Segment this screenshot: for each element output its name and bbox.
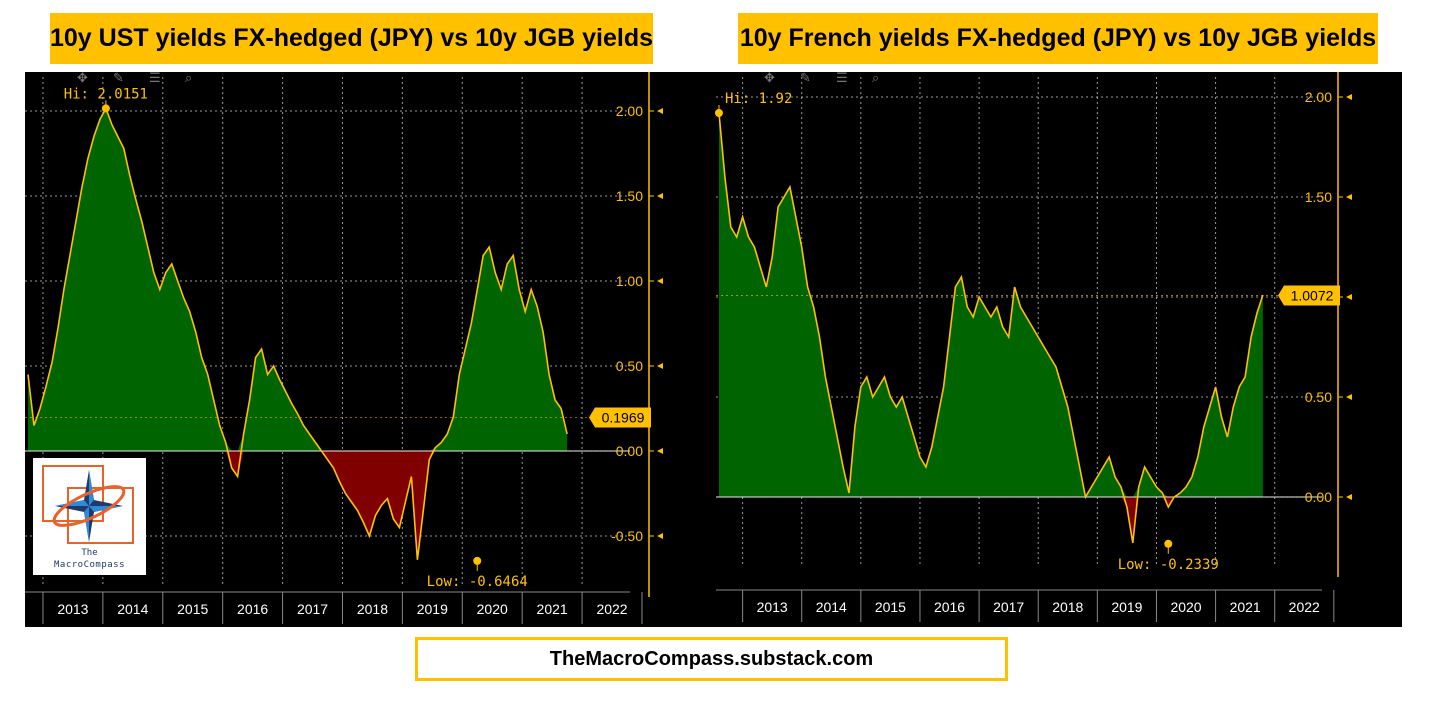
y-tick-label: 0.50 (1305, 389, 1332, 405)
crosshair-icon[interactable]: ✥ (764, 72, 775, 86)
y-tick-arrow (657, 363, 663, 369)
area-fill-negative (718, 497, 1263, 543)
y-tick-label: -0.50 (611, 528, 643, 544)
area-fill-positive (718, 113, 1263, 497)
macrocompass-logo: The MacroCompass (33, 458, 146, 575)
y-tick-arrow (657, 108, 663, 114)
chart-toolbar: ✥ ✎ ☰ ⌕ (77, 72, 192, 86)
y-tick-label: 1.50 (1305, 189, 1332, 205)
y-tick-arrow (1346, 394, 1352, 400)
logo-text-the: The (81, 548, 98, 558)
y-tick-arrow (1346, 294, 1352, 300)
x-tick-label: 2020 (477, 601, 508, 617)
x-tick-label: 2022 (596, 601, 627, 617)
list-icon[interactable]: ☰ (836, 72, 848, 86)
y-tick-label: 0.50 (616, 358, 643, 374)
logo-text-macrocompass: MacroCompass (53, 560, 126, 570)
zoom-icon[interactable]: ⌕ (185, 72, 192, 86)
draw-icon[interactable]: ✎ (800, 72, 811, 86)
low-label: Low: -0.2339 (1118, 557, 1219, 573)
draw-icon[interactable]: ✎ (113, 72, 124, 86)
y-tick-arrow (1346, 194, 1352, 200)
x-tick-label: 2014 (117, 601, 148, 617)
x-tick-label: 2015 (177, 601, 208, 617)
hi-marker (714, 109, 723, 117)
right-chart-svg: ✥✎☰⌕2.001.501.000.500.002013201420152016… (714, 72, 1352, 622)
area-fill-positive (27, 108, 568, 452)
x-tick-label: 2019 (1111, 599, 1142, 615)
zoom-icon[interactable]: ⌕ (872, 72, 879, 86)
footer-website[interactable]: TheMacroCompass.substack.com (415, 637, 1008, 681)
right-chart-panel: ✥✎☰⌕2.001.501.000.500.002013201420152016… (712, 72, 1402, 627)
y-tick-arrow (1346, 94, 1352, 100)
y-tick-arrow (657, 193, 663, 199)
x-tick-label: 2013 (757, 599, 788, 615)
x-tick-label: 2013 (57, 601, 88, 617)
x-tick-label: 2018 (357, 601, 388, 617)
low-label: Low: -0.6464 (427, 574, 528, 590)
series-line (27, 106, 568, 560)
compass-star-icon (42, 465, 134, 544)
chart-toolbar: ✥ ✎ ☰ ⌕ (764, 72, 879, 86)
list-icon[interactable]: ☰ (149, 72, 161, 86)
last-value-label: 1.0072 (1291, 288, 1334, 304)
footer-website-text: TheMacroCompass.substack.com (549, 647, 874, 670)
low-marker (1164, 539, 1173, 548)
x-tick-label: 2021 (1230, 599, 1261, 615)
x-tick-label: 2016 (934, 599, 965, 615)
x-tick-label: 2017 (297, 601, 328, 617)
x-tick-label: 2016 (237, 601, 268, 617)
last-value-badge (589, 407, 651, 428)
y-tick-label: 0.00 (1305, 489, 1332, 505)
y-tick-arrow (657, 448, 663, 454)
y-tick-label: 1.50 (616, 188, 643, 204)
series-line (718, 112, 1264, 544)
x-tick-label: 2021 (537, 601, 568, 617)
left-chart-title: 10y UST yields FX-hedged (JPY) vs 10y JG… (50, 13, 653, 64)
x-tick-label: 2017 (993, 599, 1024, 615)
y-tick-arrow (657, 278, 663, 284)
y-tick-arrow (657, 533, 663, 539)
x-tick-label: 2015 (875, 599, 906, 615)
x-tick-label: 2020 (1170, 599, 1201, 615)
last-value-badge (1278, 285, 1340, 306)
x-tick-label: 2018 (1052, 599, 1083, 615)
last-value-label: 0.1969 (602, 410, 645, 426)
right-chart-title: 10y French yields FX-hedged (JPY) vs 10y… (738, 13, 1378, 64)
x-tick-label: 2022 (1289, 599, 1320, 615)
hi-label: Hi: 2.0151 (64, 86, 148, 102)
y-tick-label: 2.00 (1305, 89, 1332, 105)
y-tick-label: 1.00 (616, 273, 643, 289)
y-tick-label: 0.00 (616, 443, 643, 459)
crosshair-icon[interactable]: ✥ (77, 72, 88, 86)
x-tick-label: 2014 (816, 599, 847, 615)
x-tick-label: 2019 (417, 601, 448, 617)
y-tick-arrow (1346, 494, 1352, 500)
low-marker (473, 556, 482, 565)
y-tick-label: 2.00 (616, 103, 643, 119)
hi-label: Hi: 1.92 (725, 91, 792, 107)
hi-marker (101, 104, 110, 113)
